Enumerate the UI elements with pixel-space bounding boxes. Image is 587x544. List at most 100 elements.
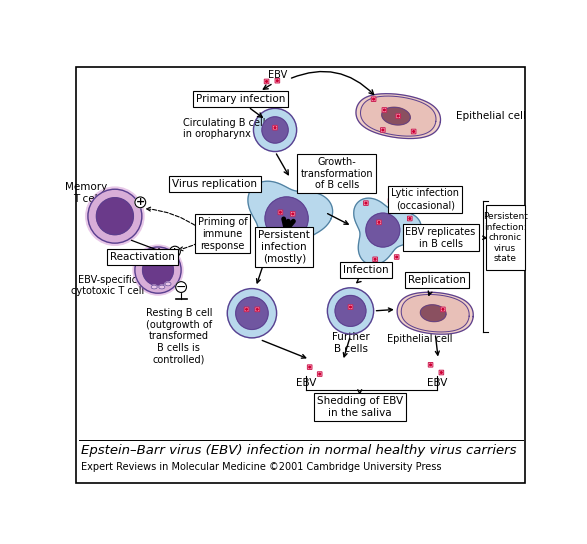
Circle shape xyxy=(227,288,276,338)
Text: +: + xyxy=(136,197,145,207)
Circle shape xyxy=(378,221,380,223)
FancyBboxPatch shape xyxy=(396,114,400,119)
Text: Epstein–Barr virus (EBV) infection in normal healthy virus carriers: Epstein–Barr virus (EBV) infection in no… xyxy=(81,444,517,457)
Text: Persistent
infection
(mostly): Persistent infection (mostly) xyxy=(258,231,310,264)
FancyBboxPatch shape xyxy=(429,362,433,367)
FancyBboxPatch shape xyxy=(273,125,277,130)
Ellipse shape xyxy=(151,285,157,289)
FancyBboxPatch shape xyxy=(411,129,416,134)
Circle shape xyxy=(257,308,258,310)
Text: Virus replication: Virus replication xyxy=(173,179,258,189)
Circle shape xyxy=(274,127,276,128)
Polygon shape xyxy=(360,96,436,136)
Polygon shape xyxy=(248,181,333,263)
FancyBboxPatch shape xyxy=(275,78,279,83)
Circle shape xyxy=(86,187,144,245)
Circle shape xyxy=(96,197,133,234)
Text: Lytic infection
(occasional): Lytic infection (occasional) xyxy=(391,188,459,210)
Text: Infection: Infection xyxy=(343,265,389,275)
Ellipse shape xyxy=(158,285,165,289)
Circle shape xyxy=(409,218,411,219)
Polygon shape xyxy=(356,94,440,139)
Text: EBV: EBV xyxy=(296,378,316,387)
FancyBboxPatch shape xyxy=(394,255,399,259)
FancyBboxPatch shape xyxy=(439,370,444,375)
Text: EBV: EBV xyxy=(268,70,287,79)
Circle shape xyxy=(266,81,268,82)
FancyBboxPatch shape xyxy=(255,307,259,312)
Text: Shedding of EBV
in the saliva: Shedding of EBV in the saliva xyxy=(316,397,403,418)
FancyBboxPatch shape xyxy=(244,307,249,312)
Circle shape xyxy=(335,295,366,326)
Text: Reactivation: Reactivation xyxy=(110,252,175,262)
Circle shape xyxy=(276,80,278,82)
Ellipse shape xyxy=(165,282,171,286)
Circle shape xyxy=(135,197,146,208)
Circle shape xyxy=(328,288,373,334)
Polygon shape xyxy=(360,96,436,136)
Circle shape xyxy=(292,213,294,215)
Text: Epithelial cell: Epithelial cell xyxy=(387,335,453,344)
FancyBboxPatch shape xyxy=(318,372,322,376)
Polygon shape xyxy=(420,305,446,322)
Circle shape xyxy=(236,297,268,329)
FancyBboxPatch shape xyxy=(486,206,525,270)
Circle shape xyxy=(88,189,142,243)
Circle shape xyxy=(279,212,281,213)
Circle shape xyxy=(440,372,442,373)
FancyBboxPatch shape xyxy=(264,79,269,84)
Text: Expert Reviews in Molecular Medicine ©2001 Cambridge University Press: Expert Reviews in Molecular Medicine ©20… xyxy=(81,462,441,472)
Text: Priming of
immune
response: Priming of immune response xyxy=(198,217,248,250)
Text: Primary infection: Primary infection xyxy=(195,94,285,104)
Text: −: − xyxy=(176,281,186,294)
Text: EBV replicates
in B cells: EBV replicates in B cells xyxy=(406,227,475,249)
Circle shape xyxy=(442,308,444,310)
Circle shape xyxy=(365,202,367,204)
Circle shape xyxy=(390,200,392,202)
Circle shape xyxy=(397,115,399,117)
Circle shape xyxy=(413,131,414,132)
FancyBboxPatch shape xyxy=(441,307,445,312)
Text: Circulating B cell
in oropharynx: Circulating B cell in oropharynx xyxy=(183,118,265,139)
Circle shape xyxy=(143,255,173,286)
FancyBboxPatch shape xyxy=(372,97,376,102)
FancyBboxPatch shape xyxy=(373,257,377,262)
Text: +: + xyxy=(170,246,180,257)
Circle shape xyxy=(246,308,247,310)
Polygon shape xyxy=(382,107,410,125)
Circle shape xyxy=(135,247,181,293)
Circle shape xyxy=(396,256,397,258)
Polygon shape xyxy=(402,294,469,332)
FancyBboxPatch shape xyxy=(278,210,283,215)
Circle shape xyxy=(133,245,183,295)
Text: Persistent
infection:
chronic
virus
state: Persistent infection: chronic virus stat… xyxy=(483,213,528,263)
Text: Further
B cells: Further B cells xyxy=(332,332,369,354)
FancyBboxPatch shape xyxy=(407,216,412,221)
Text: EBV: EBV xyxy=(427,378,447,387)
Circle shape xyxy=(254,108,296,152)
Circle shape xyxy=(319,373,321,375)
FancyBboxPatch shape xyxy=(291,212,295,216)
Circle shape xyxy=(383,109,385,111)
Circle shape xyxy=(375,258,376,260)
Circle shape xyxy=(170,246,180,257)
Polygon shape xyxy=(402,294,469,332)
Circle shape xyxy=(176,282,187,293)
Text: EBV-specific
cytotoxic T cell: EBV-specific cytotoxic T cell xyxy=(70,275,144,296)
FancyBboxPatch shape xyxy=(363,201,368,206)
Text: Growth-
transformation
of B cells: Growth- transformation of B cells xyxy=(301,157,373,190)
Polygon shape xyxy=(397,292,473,334)
Circle shape xyxy=(373,98,375,100)
FancyBboxPatch shape xyxy=(380,128,385,132)
FancyBboxPatch shape xyxy=(308,365,312,369)
Text: Replication: Replication xyxy=(408,275,465,285)
Text: Resting B cell
(outgrowth of
transformed
B cells is
controlled): Resting B cell (outgrowth of transformed… xyxy=(146,308,212,364)
Circle shape xyxy=(350,306,352,308)
FancyBboxPatch shape xyxy=(377,220,382,225)
Circle shape xyxy=(430,364,431,366)
Text: Epithelial cell: Epithelial cell xyxy=(456,111,526,121)
FancyBboxPatch shape xyxy=(388,199,393,203)
Text: Memory
T cell: Memory T cell xyxy=(65,182,107,204)
Circle shape xyxy=(382,129,384,131)
Circle shape xyxy=(262,117,288,143)
